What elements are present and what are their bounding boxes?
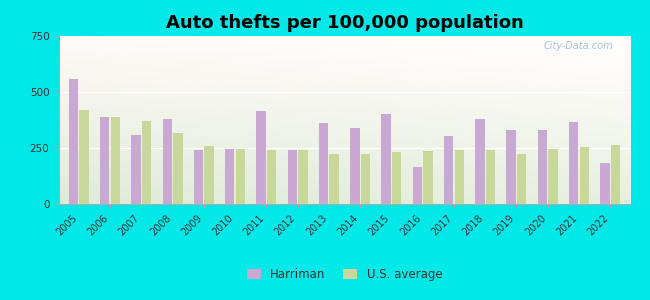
Bar — [225, 149, 235, 204]
Bar — [205, 146, 214, 204]
Legend: Harriman, U.S. average: Harriman, U.S. average — [242, 263, 447, 286]
Bar — [256, 111, 266, 204]
Bar — [267, 150, 276, 204]
Text: City-Data.com: City-Data.com — [543, 41, 614, 51]
Bar — [413, 167, 422, 204]
Bar — [100, 117, 109, 204]
Bar — [287, 150, 297, 204]
Bar — [350, 128, 359, 204]
Bar — [111, 117, 120, 204]
Bar — [600, 163, 610, 204]
Bar — [361, 154, 370, 204]
Bar — [517, 154, 526, 204]
Bar — [454, 150, 464, 204]
Bar — [194, 150, 203, 204]
Bar — [382, 114, 391, 204]
Bar — [475, 119, 484, 204]
Bar — [79, 110, 89, 204]
Bar — [236, 149, 245, 204]
Bar — [486, 150, 495, 204]
Bar — [392, 152, 402, 204]
Title: Auto thefts per 100,000 population: Auto thefts per 100,000 population — [166, 14, 523, 32]
Bar — [69, 79, 78, 204]
Bar — [444, 136, 453, 204]
Bar — [611, 145, 620, 204]
Bar — [173, 134, 183, 204]
Bar — [538, 130, 547, 204]
Bar — [423, 152, 433, 204]
Bar — [330, 154, 339, 204]
Bar — [549, 149, 558, 204]
Bar — [319, 123, 328, 204]
Bar — [131, 135, 140, 204]
Bar — [569, 122, 578, 204]
Bar — [298, 150, 307, 204]
Bar — [580, 147, 589, 204]
Bar — [162, 119, 172, 204]
Bar — [142, 121, 151, 204]
Bar — [506, 130, 516, 204]
